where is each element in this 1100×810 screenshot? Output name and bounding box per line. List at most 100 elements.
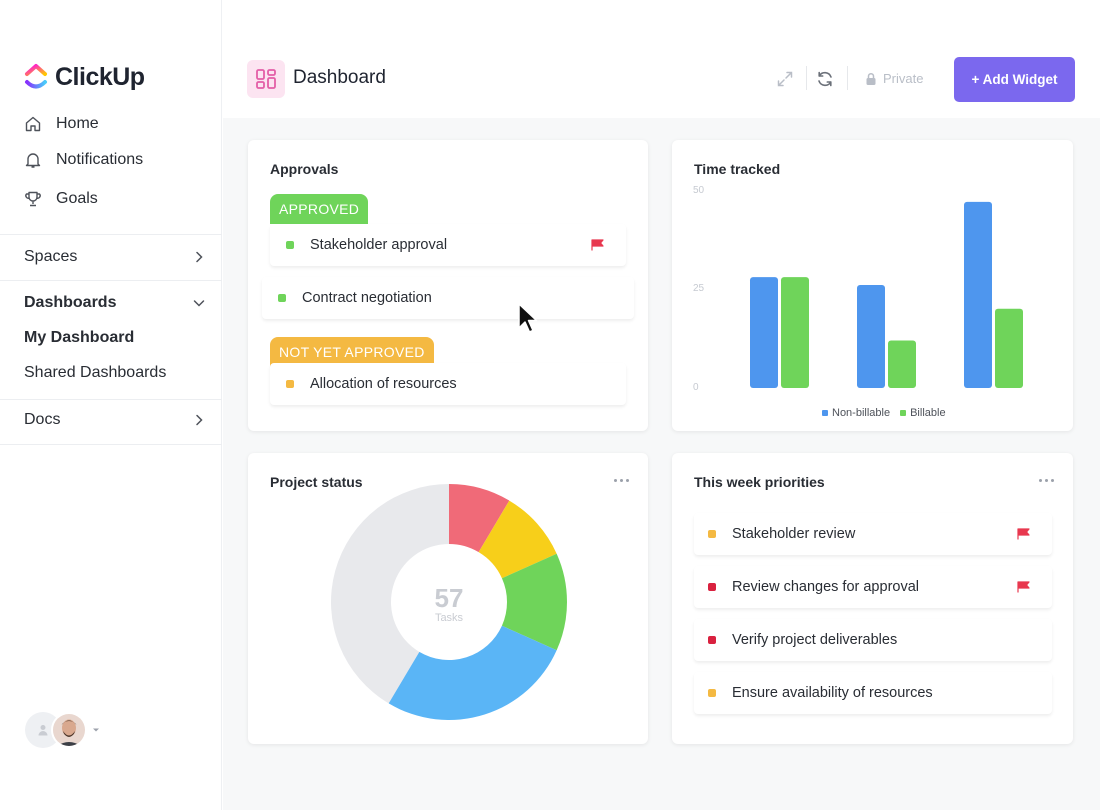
sidebar-item-my-dashboard[interactable]: My Dashboard <box>24 329 135 346</box>
y-tick-label: 0 <box>693 382 699 393</box>
bar-billable-1[interactable] <box>888 340 916 388</box>
sidebar-dashboards[interactable]: Dashboards <box>24 294 206 312</box>
divider <box>0 444 222 445</box>
task-total-label: Tasks <box>434 612 464 624</box>
project-status-title: Project status <box>270 474 363 490</box>
add-widget-button[interactable]: + Add Widget <box>954 57 1075 102</box>
legend-swatch <box>900 410 907 416</box>
priority-dot <box>708 689 716 697</box>
divider <box>0 234 222 235</box>
more-options-icon[interactable] <box>1039 479 1054 482</box>
divider <box>0 399 222 400</box>
priority-dot <box>708 530 716 538</box>
task-total: 57 <box>434 583 464 613</box>
divider <box>847 66 848 90</box>
item-label: Allocation of resources <box>310 376 457 392</box>
private-label: Private <box>883 71 924 86</box>
pie-slice-2[interactable] <box>478 500 557 579</box>
project-status-chart <box>331 484 567 720</box>
item-label: Ensure availability of resources <box>732 685 933 701</box>
sidebar: ClickUp Home Notifications Goals Spaces … <box>0 0 222 810</box>
list-item[interactable]: Contract negotiation <box>262 277 634 319</box>
item-label: Stakeholder approval <box>310 237 448 253</box>
chevron-down-icon <box>193 300 205 307</box>
list-item[interactable]: Review changes for approval <box>694 566 1052 608</box>
bell-icon <box>25 153 41 168</box>
status-dot <box>286 241 294 249</box>
status-dot <box>278 294 286 302</box>
time-tracked-widget: Time tracked 50 25 0 Non-billable Billab… <box>672 140 1073 431</box>
legend-label: Non-billable <box>832 407 891 419</box>
more-options-icon[interactable] <box>614 479 629 482</box>
nav-notifications[interactable]: Notifications <box>24 151 143 169</box>
time-tracked-title: Time tracked <box>694 161 781 177</box>
approved-tag: APPROVED <box>270 194 369 224</box>
pie-slice-0[interactable] <box>331 484 449 704</box>
mouse-cursor-icon <box>518 303 538 333</box>
sidebar-docs[interactable]: Docs <box>24 411 206 429</box>
trophy-icon <box>25 191 41 207</box>
home-icon <box>25 116 41 132</box>
clickup-logo[interactable]: ClickUp <box>24 62 145 92</box>
item-label: Contract negotiation <box>302 290 432 306</box>
nav-goals[interactable]: Goals <box>24 190 98 208</box>
priority-dot <box>708 583 716 591</box>
item-label: Stakeholder review <box>732 526 856 542</box>
priorities-widget: This week priorities Stakeholder review … <box>672 453 1073 744</box>
dashboard-icon <box>247 60 285 98</box>
caret-down-icon <box>93 728 99 732</box>
item-label: Verify project deliverables <box>732 632 898 648</box>
pie-slice-4[interactable] <box>388 625 557 720</box>
flag-icon[interactable] <box>1017 528 1030 540</box>
sidebar-item-shared-dashboards[interactable]: Shared Dashboards <box>24 364 167 381</box>
nav-home[interactable]: Home <box>24 115 99 133</box>
status-dot <box>286 380 294 388</box>
chevron-right-icon <box>196 414 203 426</box>
y-tick-label: 25 <box>693 283 705 294</box>
sidebar-spaces[interactable]: Spaces <box>24 248 206 266</box>
time-tracked-chart <box>750 201 1023 388</box>
list-item[interactable]: Verify project deliverables <box>694 619 1052 661</box>
bar-non-billable-2[interactable] <box>964 201 992 388</box>
flag-icon[interactable] <box>1017 581 1030 593</box>
user-menu[interactable] <box>25 712 101 748</box>
project-status-widget: Project status 57 Tasks <box>248 453 648 744</box>
list-item[interactable]: Stakeholder approval <box>270 224 626 266</box>
not-approved-tag: NOT YET APPROVED <box>270 337 434 367</box>
list-item[interactable]: Stakeholder review <box>694 513 1052 555</box>
priorities-title: This week priorities <box>694 474 825 490</box>
divider <box>0 280 222 281</box>
chevron-right-icon <box>196 251 203 263</box>
legend-label: Billable <box>910 407 946 419</box>
expand-icon[interactable] <box>776 70 794 88</box>
page-title: Dashboard <box>293 67 386 88</box>
app-name: ClickUp <box>55 62 145 91</box>
legend-swatch <box>822 410 828 416</box>
dashboards-label: Dashboards <box>24 294 117 311</box>
pie-slice-1[interactable] <box>449 484 510 553</box>
dashboard-content: Approvals APPROVED Stakeholder approval … <box>223 118 1100 810</box>
bar-billable-0[interactable] <box>781 277 809 388</box>
approvals-widget: Approvals APPROVED Stakeholder approval … <box>248 140 648 431</box>
avatar <box>51 712 87 748</box>
docs-label: Docs <box>24 411 61 428</box>
page-header: Dashboard Private + Add Widget <box>223 0 1100 118</box>
pie-slice-3[interactable] <box>501 553 567 651</box>
bar-billable-2[interactable] <box>995 308 1023 388</box>
item-label: Review changes for approval <box>732 579 919 595</box>
lock-icon <box>866 72 876 85</box>
flag-icon[interactable] <box>591 239 604 251</box>
bar-non-billable-0[interactable] <box>750 277 778 388</box>
bar-non-billable-1[interactable] <box>857 285 885 388</box>
spaces-label: Spaces <box>24 248 78 265</box>
list-item[interactable]: Ensure availability of resources <box>694 672 1052 714</box>
privacy-toggle[interactable]: Private <box>865 71 923 86</box>
clickup-logo-icon <box>25 64 47 89</box>
nav-home-label: Home <box>56 115 99 132</box>
refresh-icon[interactable] <box>815 69 835 89</box>
list-item[interactable]: Allocation of resources <box>270 363 626 405</box>
priority-dot <box>708 636 716 644</box>
y-tick-label: 50 <box>693 185 705 196</box>
nav-goals-label: Goals <box>56 190 98 207</box>
nav-notifications-label: Notifications <box>56 151 144 168</box>
